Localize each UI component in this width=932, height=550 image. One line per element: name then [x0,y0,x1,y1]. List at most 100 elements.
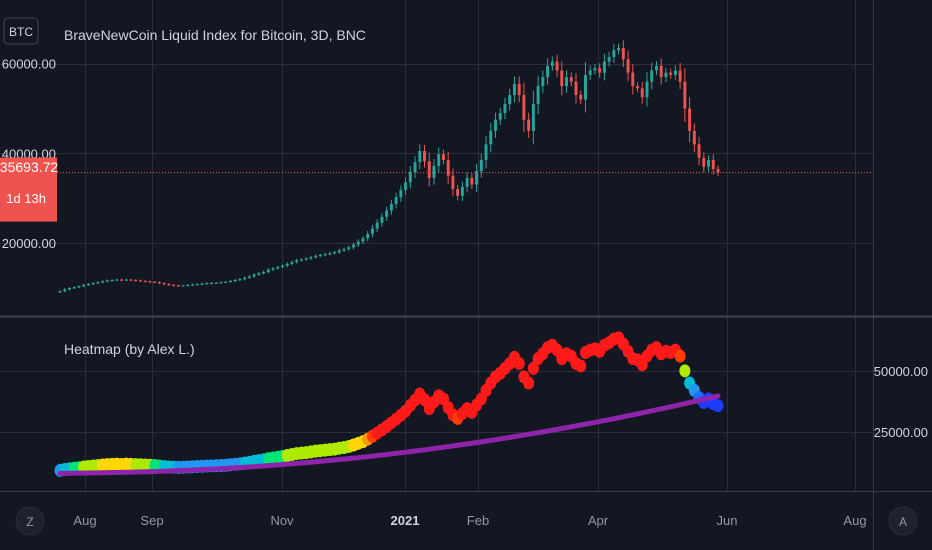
candle-body [607,57,611,62]
candle-body [271,268,275,270]
candle-body [370,228,374,234]
candle-body [588,70,592,75]
candle-body [404,182,408,190]
candle-body [427,161,431,178]
candle-body [512,83,516,96]
candle-body [176,285,180,287]
candle-body [692,130,696,145]
auto-scale-button-bg[interactable] [888,506,918,536]
candle-body [210,282,213,285]
candle-body [683,81,687,109]
heatmap-dot [513,357,525,370]
zoom-button[interactable]: Z [15,506,45,536]
time-axis-tick: Apr [588,513,609,528]
auto-scale-button[interactable]: A [888,506,918,536]
candle-body [219,282,223,284]
indicator-pane[interactable]: Heatmap (by Alex L.) [54,331,724,477]
heatmap-dot [679,364,691,378]
candle-body [716,168,720,173]
time-axis-labels[interactable]: Aug Sep Nov 2021 Feb Apr Jun Aug [73,513,866,528]
candle-body [503,104,507,113]
candle-body [678,70,682,82]
candle-body [295,260,299,263]
candle-body [569,77,573,82]
candle-body [489,130,493,145]
candle-body [186,284,190,287]
candle-body [356,241,360,245]
indicator-axis-tick: 50000.00 [874,364,928,379]
candle-body [645,81,649,98]
candle-body [527,119,531,131]
symbol-badge-label: BTC [9,25,33,39]
symbol-badge[interactable] [3,17,39,45]
candle-body [309,257,313,259]
candle-body [508,95,512,105]
candle-body [659,65,663,78]
candle-body [541,77,545,87]
candle-body [702,157,706,167]
candle-body [631,72,635,87]
candle-body [413,162,417,173]
time-axis-tick: Sep [140,513,163,528]
candle-body [304,258,308,260]
candle-body [441,154,445,160]
candle-body [262,271,266,274]
candle-body [172,284,176,287]
candle-body [167,284,171,286]
price-axis-tick: 60000.00 [2,57,56,72]
candle-body [247,276,251,278]
candle-body [546,65,550,78]
candle-body [139,280,142,282]
bar-countdown: 1d 13h [6,191,46,206]
candle-body [224,281,228,283]
auto-scale-button-label: A [899,515,907,529]
candle-body [446,160,450,176]
candle-body [399,190,403,198]
candle-body [342,249,346,251]
candle-body [697,144,701,158]
price-axis-tick: 20000.00 [2,236,56,251]
candle-body [673,70,677,75]
candle-body [143,280,147,283]
candle-body [517,83,521,96]
candle-body [191,284,195,286]
candle-body [579,95,583,100]
candle-body [63,289,67,292]
main-chart-title: BraveNewCoin Liquid Index for Bitcoin, 3… [64,27,366,43]
candle-body [456,189,460,196]
candle-body [115,279,119,281]
candle-body [58,291,62,293]
candle-body [470,177,474,185]
candle-body [86,284,90,286]
candle-body [475,171,479,185]
candle-body [328,253,332,255]
candle-body [243,277,247,280]
candle-body [408,172,412,183]
price-pane[interactable]: BTC BraveNewCoin Liquid Index for Bitcoi… [0,17,873,293]
candle-body [602,61,606,73]
candle-body [205,283,209,285]
candle-body [91,283,95,285]
candle-body [347,247,351,250]
candle-body [266,269,270,272]
time-axis-tick: Aug [843,513,866,528]
candle-body [333,252,337,254]
candle-body [437,154,441,166]
candle-body [550,61,554,66]
time-axis-tick: Aug [73,513,96,528]
heatmap-dot [674,349,686,363]
candle-body [560,70,564,87]
candle-body [626,59,630,73]
time-axis-tick: Jun [717,513,738,528]
candle-body [68,288,71,290]
candle-body [285,263,289,266]
candle-body [129,279,133,281]
candle-body [366,233,370,239]
candle-body [498,112,502,120]
candle-body [650,70,654,82]
candle-body [669,72,673,75]
candle-body [617,48,621,51]
zoom-button-bg[interactable] [15,506,45,536]
candle-body [423,151,426,162]
